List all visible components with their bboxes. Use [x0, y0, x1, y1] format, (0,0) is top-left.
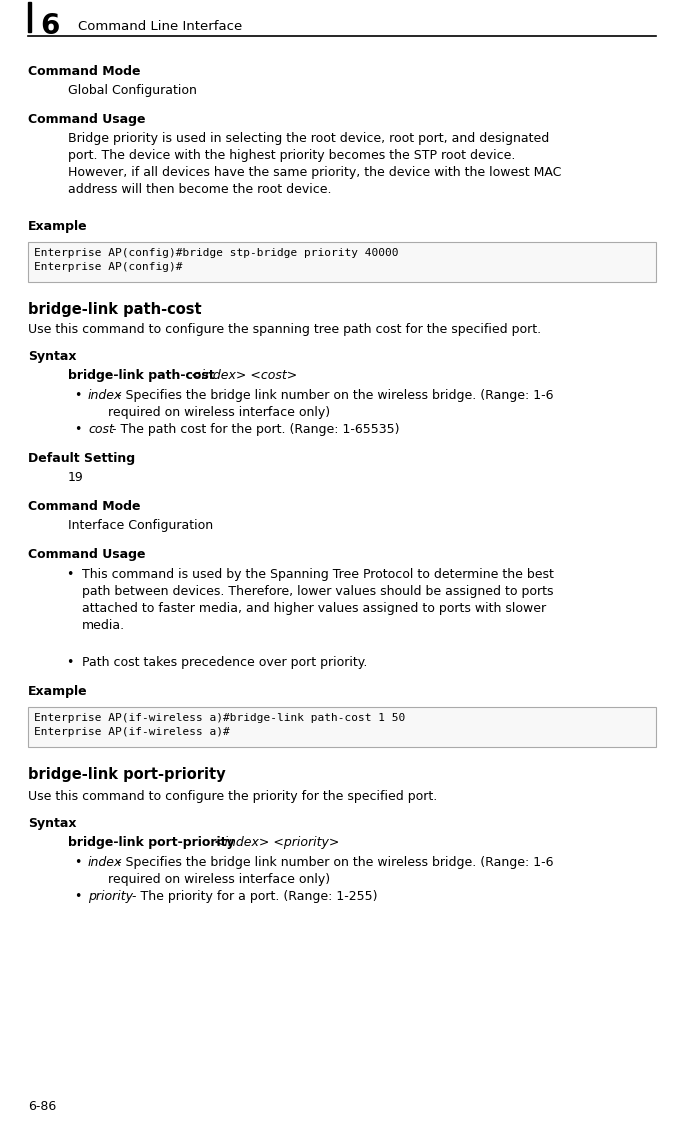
Text: Enterprise AP(if-wireless a)#: Enterprise AP(if-wireless a)#: [34, 728, 230, 737]
Text: <index> <cost>: <index> <cost>: [192, 369, 298, 382]
Text: - The path cost for the port. (Range: 1-65535): - The path cost for the port. (Range: 1-…: [108, 423, 399, 437]
Text: required on wireless interface only): required on wireless interface only): [108, 406, 330, 418]
Text: port. The device with the highest priority becomes the STP root device.: port. The device with the highest priori…: [68, 149, 515, 162]
Text: This command is used by the Spanning Tree Protocol to determine the best: This command is used by the Spanning Tre…: [82, 569, 554, 581]
Text: media.: media.: [82, 619, 125, 632]
Text: •: •: [66, 656, 73, 669]
Text: Bridge priority is used in selecting the root device, root port, and designated: Bridge priority is used in selecting the…: [68, 132, 549, 146]
Text: Use this command to configure the spanning tree path cost for the specified port: Use this command to configure the spanni…: [28, 323, 541, 336]
Text: index: index: [88, 856, 122, 869]
Text: Default Setting: Default Setting: [28, 452, 135, 465]
Text: - Specifies the bridge link number on the wireless bridge. (Range: 1-6: - Specifies the bridge link number on th…: [113, 389, 553, 402]
Text: •: •: [74, 423, 81, 437]
Text: 6: 6: [40, 12, 60, 39]
Text: - The priority for a port. (Range: 1-255): - The priority for a port. (Range: 1-255…: [128, 890, 378, 904]
Text: bridge-link path-cost: bridge-link path-cost: [28, 302, 202, 317]
Text: bridge-link port-priority: bridge-link port-priority: [28, 767, 226, 782]
Text: priority: priority: [88, 890, 133, 904]
Text: •: •: [74, 389, 81, 402]
Text: bridge-link port-priority: bridge-link port-priority: [68, 836, 239, 849]
Text: required on wireless interface only): required on wireless interface only): [108, 873, 330, 885]
Text: bridge-link path-cost: bridge-link path-cost: [68, 369, 219, 382]
Text: Example: Example: [28, 220, 88, 233]
Text: Command Line Interface: Command Line Interface: [78, 19, 242, 33]
FancyBboxPatch shape: [28, 707, 656, 747]
Text: •: •: [66, 569, 73, 581]
Text: index: index: [88, 389, 122, 402]
Text: Enterprise AP(if-wireless a)#bridge-link path-cost 1 50: Enterprise AP(if-wireless a)#bridge-link…: [34, 713, 405, 723]
Text: •: •: [74, 890, 81, 904]
Text: Enterprise AP(config)#: Enterprise AP(config)#: [34, 262, 183, 272]
Text: Global Configuration: Global Configuration: [68, 83, 197, 97]
Text: Command Mode: Command Mode: [28, 500, 140, 513]
Text: <index> <priority>: <index> <priority>: [213, 836, 339, 849]
Text: Syntax: Syntax: [28, 350, 77, 363]
Text: Command Mode: Command Mode: [28, 65, 140, 78]
Text: Syntax: Syntax: [28, 817, 77, 830]
Text: attached to faster media, and higher values assigned to ports with slower: attached to faster media, and higher val…: [82, 602, 546, 615]
Text: - Specifies the bridge link number on the wireless bridge. (Range: 1-6: - Specifies the bridge link number on th…: [113, 856, 553, 869]
Text: However, if all devices have the same priority, the device with the lowest MAC: However, if all devices have the same pr…: [68, 166, 562, 179]
Text: Path cost takes precedence over port priority.: Path cost takes precedence over port pri…: [82, 656, 367, 669]
Text: •: •: [74, 856, 81, 869]
Text: Interface Configuration: Interface Configuration: [68, 519, 213, 532]
Text: Use this command to configure the priority for the specified port.: Use this command to configure the priori…: [28, 790, 437, 803]
FancyBboxPatch shape: [28, 243, 656, 282]
Text: 19: 19: [68, 472, 83, 484]
Text: Command Usage: Command Usage: [28, 113, 146, 126]
Text: address will then become the root device.: address will then become the root device…: [68, 183, 332, 196]
Bar: [28, 2, 31, 32]
Text: cost: cost: [88, 423, 114, 437]
Text: Example: Example: [28, 685, 88, 698]
Text: Enterprise AP(config)#bridge stp-bridge priority 40000: Enterprise AP(config)#bridge stp-bridge …: [34, 248, 399, 258]
Text: Command Usage: Command Usage: [28, 548, 146, 561]
Text: path between devices. Therefore, lower values should be assigned to ports: path between devices. Therefore, lower v…: [82, 585, 553, 598]
Text: 6-86: 6-86: [28, 1100, 56, 1113]
